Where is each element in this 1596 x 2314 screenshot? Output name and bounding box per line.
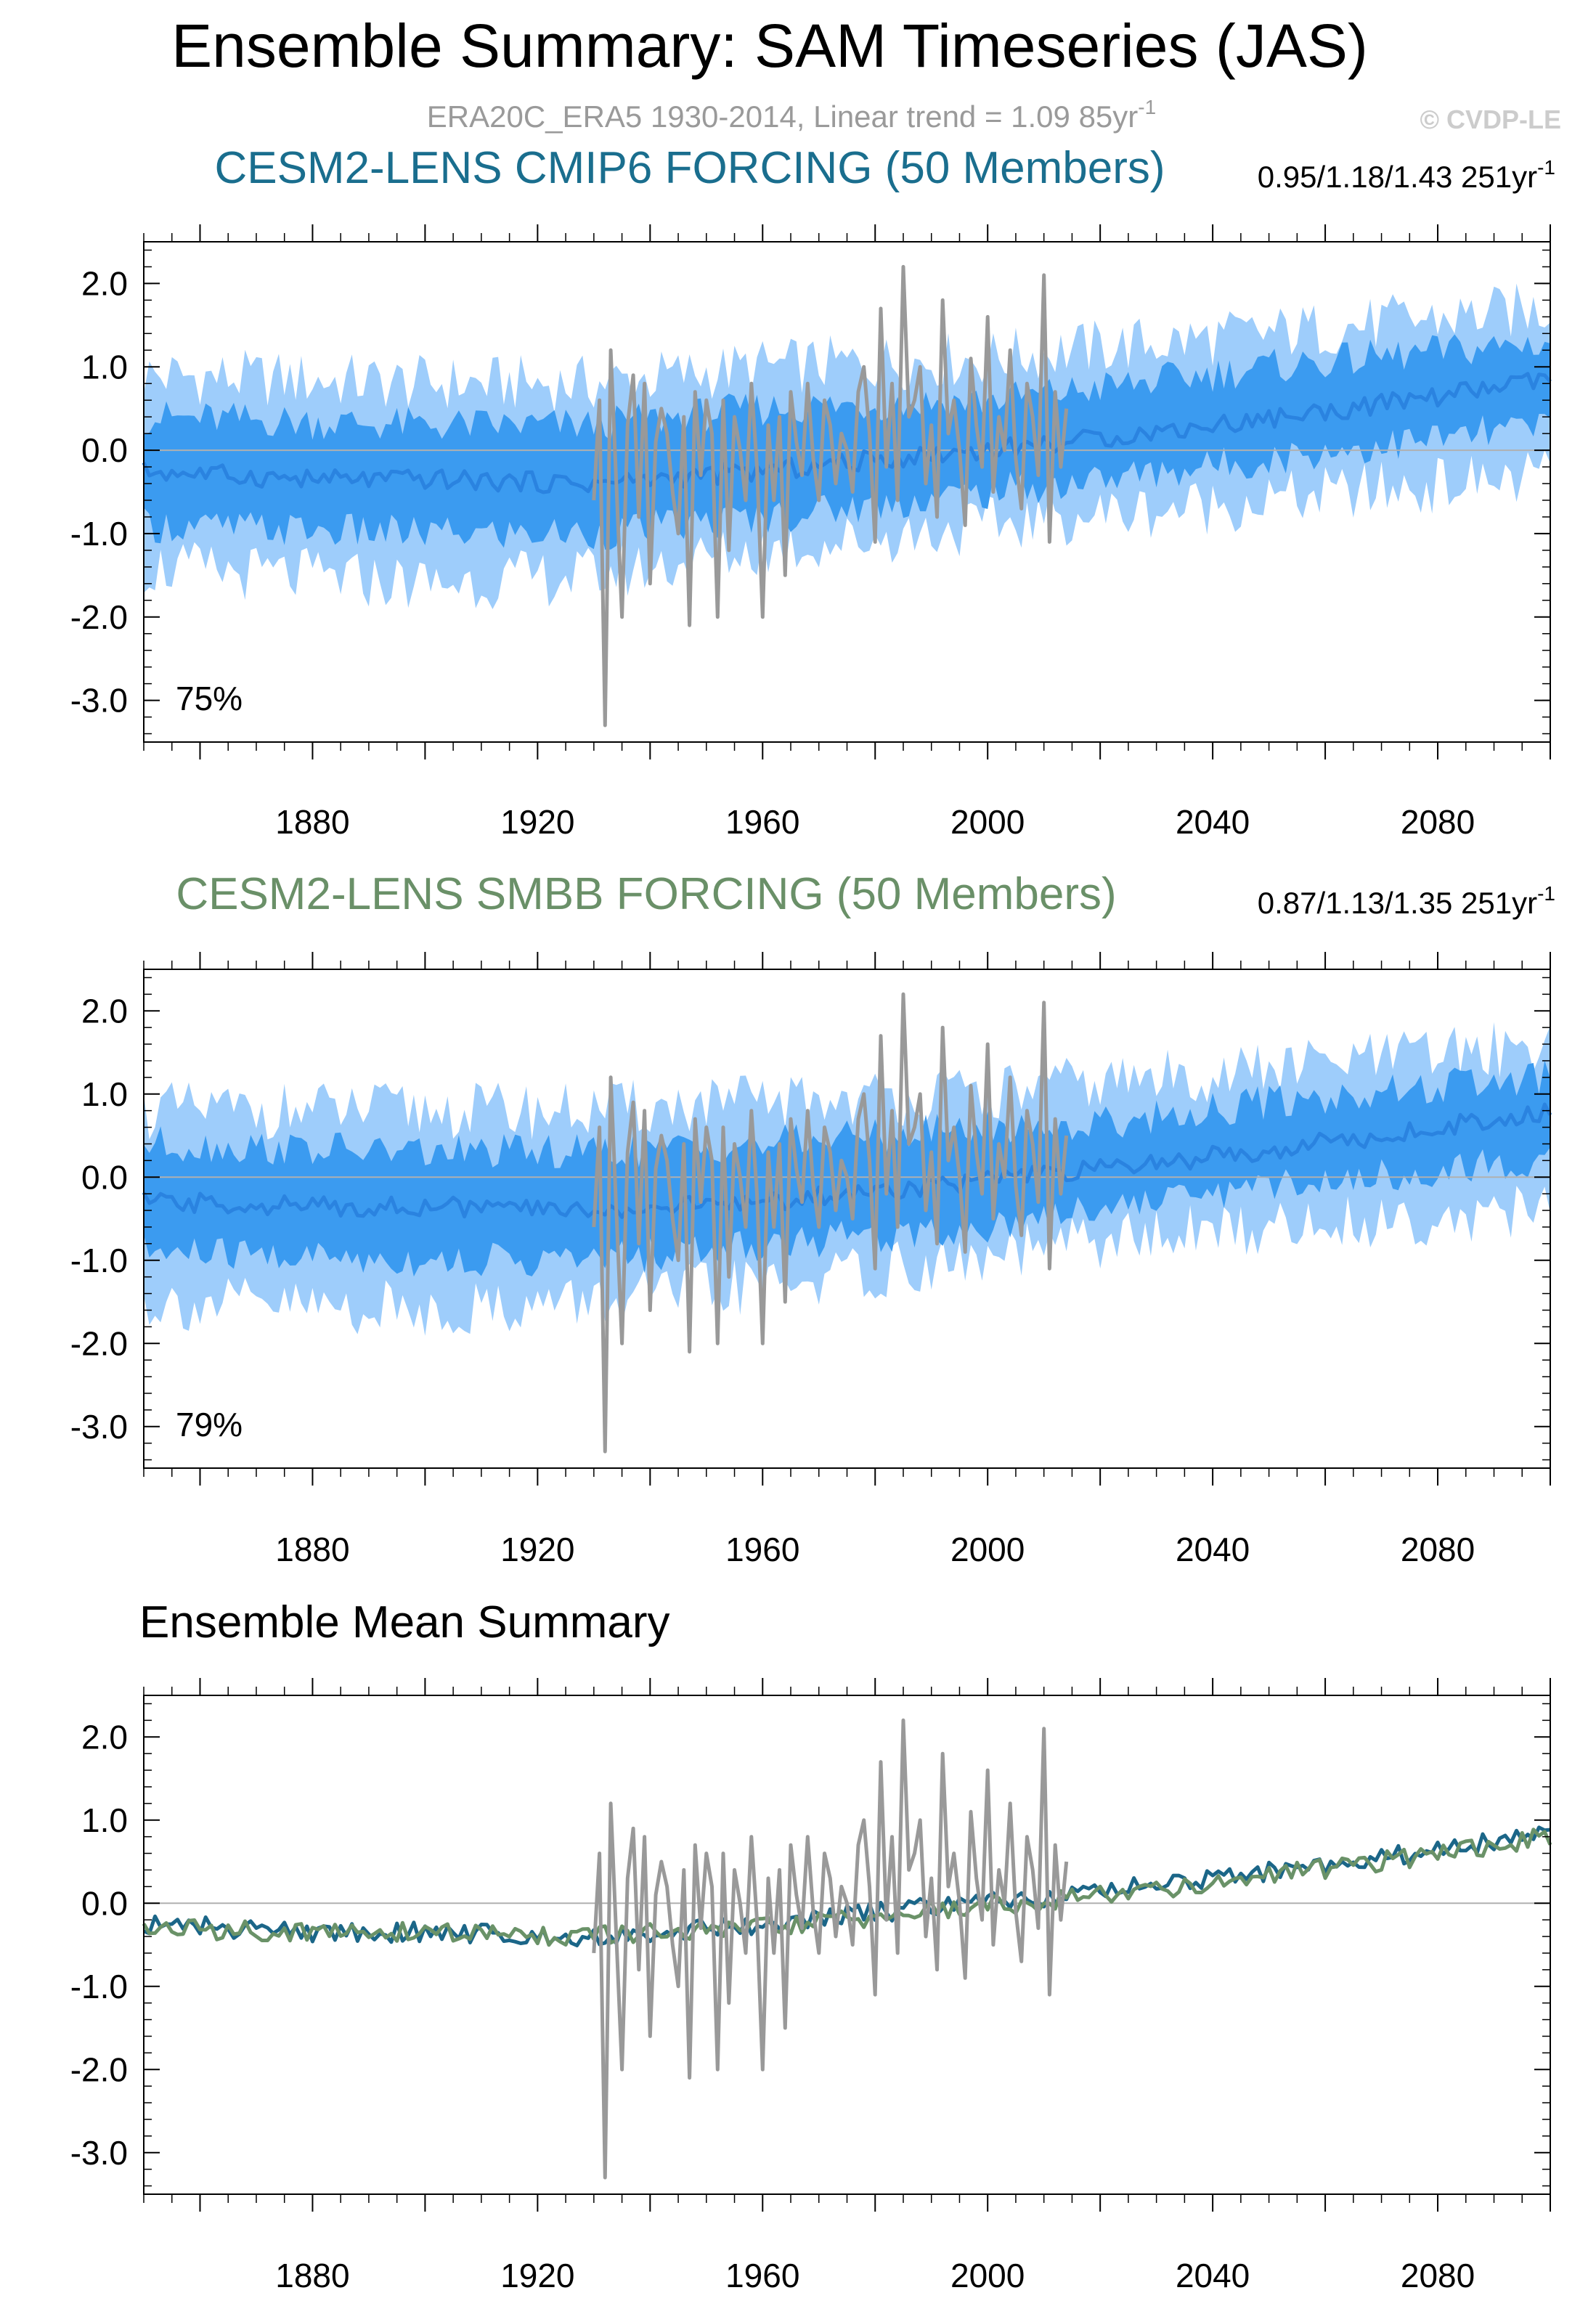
panel-ensemble-mean-ytick-label: -1.0 — [70, 1968, 128, 2005]
panel-cmip6-xtick-label: 2040 — [1176, 803, 1250, 841]
panel-smbb-ytick-label: 0.0 — [81, 1158, 128, 1196]
panel-ensemble-mean-xtick-label: 2000 — [950, 2257, 1025, 2294]
panel-smbb-trend-text: 0.87/1.13/1.35 251yr — [1258, 886, 1537, 920]
panel-smbb-ytick-label: -1.0 — [70, 1242, 128, 1279]
panel-smbb-xtick-label: 2080 — [1401, 1531, 1475, 1568]
panel-ensemble-mean-xtick-label: 1880 — [275, 2257, 349, 2294]
panel-smbb-xtick-label: 2000 — [950, 1531, 1025, 1568]
panel-smbb-trend: 0.87/1.13/1.35 251yr-1 — [1258, 882, 1555, 920]
panel-cmip6-trend-sup: -1 — [1537, 156, 1555, 179]
panel-cmip6: CESM2-LENS CMIP6 FORCING (50 Members) 0.9… — [70, 143, 1555, 841]
panel-cmip6-trend: 0.95/1.18/1.43 251yr-1 — [1258, 156, 1555, 194]
subtitle-sup: -1 — [1138, 96, 1156, 118]
copyright-label: © CVDP-LE — [1420, 105, 1561, 134]
panel-smbb: CESM2-LENS SMBB FORCING (50 Members) 0.87… — [70, 869, 1555, 1568]
panel-cmip6-observations-line — [592, 264, 1069, 728]
panel-cmip6-ytick-label: -3.0 — [70, 682, 128, 720]
panel-ensemble-mean-ytick-label: 2.0 — [81, 1718, 128, 1756]
panel-smbb-title: CESM2-LENS SMBB FORCING (50 Members) — [176, 869, 1116, 919]
panel-cmip6-title: CESM2-LENS CMIP6 FORCING (50 Members) — [214, 143, 1165, 193]
panel-ensemble-mean-ytick-label: -2.0 — [70, 2050, 128, 2088]
panel-smbb-trend-sup: -1 — [1537, 882, 1555, 905]
panel-ensemble-mean-observations-line — [592, 1718, 1069, 2180]
panel-smbb-ytick-label: 2.0 — [81, 992, 128, 1030]
panel-smbb-band-inner — [144, 1060, 1550, 1277]
panel-ensemble-mean-ytick-label: 0.0 — [81, 1884, 128, 1922]
panel-cmip6-ytick-label: 2.0 — [81, 264, 128, 302]
panel-smbb-observations-line — [592, 992, 1069, 1454]
panel-cmip6-xtick-label: 1880 — [275, 803, 349, 841]
panel-ensemble-mean-ytick-label: 1.0 — [81, 1801, 128, 1839]
panel-cmip6-xtick-label: 1920 — [500, 803, 574, 841]
panel-smbb-xtick-label: 1920 — [500, 1531, 574, 1568]
panel-cmip6-xtick-label: 2080 — [1401, 803, 1475, 841]
panel-ensemble-mean-xtick-label: 1960 — [725, 2257, 799, 2294]
figure-subtitle: ERA20C_ERA5 1930-2014, Linear trend = 1.… — [427, 96, 1156, 134]
subtitle-text: ERA20C_ERA5 1930-2014, Linear trend = 1.… — [427, 99, 1138, 134]
panel-cmip6-ytick-label: 0.0 — [81, 431, 128, 469]
panel-cmip6-xtick-label: 2000 — [950, 803, 1025, 841]
panel-ensemble-mean-xtick-label: 2040 — [1176, 2257, 1250, 2294]
panel-cmip6-ensemble-mean-line — [142, 372, 1552, 494]
panel-smbb-ytick-label: -2.0 — [70, 1324, 128, 1362]
panel-cmip6-trend-text: 0.95/1.18/1.43 251yr — [1258, 160, 1537, 194]
panel-cmip6-ytick-label: -1.0 — [70, 515, 128, 553]
panel-ensemble-mean-xtick-label: 2080 — [1401, 2257, 1475, 2294]
panel-cmip6-annotation: 75% — [176, 680, 243, 717]
panel-ensemble-mean-ytick-label: -3.0 — [70, 2134, 128, 2172]
panel-smbb-ytick-label: 1.0 — [81, 1075, 128, 1113]
panel-smbb-xtick-label: 1880 — [275, 1531, 349, 1568]
figure-title: Ensemble Summary: SAM Timeseries (JAS) — [171, 12, 1368, 80]
panel-smbb-ytick-label: -3.0 — [70, 1408, 128, 1446]
panel-ensemble-mean-title: Ensemble Mean Summary — [139, 1597, 670, 1647]
panel-cmip6-ytick-label: 1.0 — [81, 348, 128, 386]
panel-smbb-annotation: 79% — [176, 1406, 243, 1443]
panel-smbb-xtick-label: 2040 — [1176, 1531, 1250, 1568]
panel-smbb-xtick-label: 1960 — [725, 1531, 799, 1568]
panel-ensemble-mean: Ensemble Mean Summary 2.0 1.0 0.0 -1.0 -2.0 -3… — [70, 1597, 1552, 2294]
panel-cmip6-xtick-label: 1960 — [725, 803, 799, 841]
panel-cmip6-ytick-label: -2.0 — [70, 598, 128, 636]
panel-ensemble-mean-xtick-label: 1920 — [500, 2257, 574, 2294]
panel-cmip6-band-inner — [144, 334, 1550, 550]
